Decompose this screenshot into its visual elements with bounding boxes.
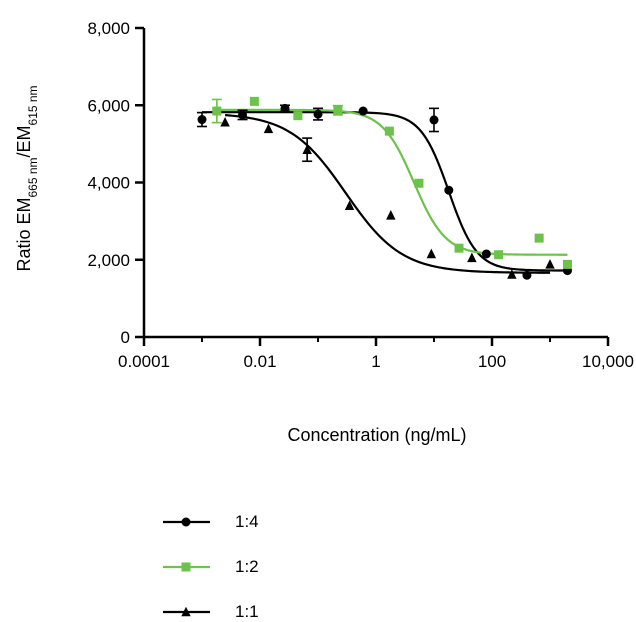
data-point-1-4 — [238, 110, 248, 120]
data-point-1-1 — [344, 200, 355, 210]
fit-curve-1-2 — [216, 108, 568, 256]
data-point-1-2 — [534, 233, 544, 243]
data-point-1-4 — [522, 270, 532, 280]
y-axis-title-sub2: 615 nm — [26, 85, 40, 125]
legend-marker-1-4 — [181, 517, 191, 527]
legend: 1:4 1:2 1:1 — [163, 512, 259, 621]
x-tick-label: 10,000 — [582, 352, 634, 371]
data-point-1-2 — [414, 178, 424, 188]
data-point-1-2 — [333, 105, 343, 115]
legend-label-1-4: 1:4 — [235, 512, 259, 531]
x-axis-title: Concentration (ng/mL) — [287, 425, 466, 445]
legend-label-1-1: 1:1 — [235, 602, 259, 621]
y-axis-title-prefix: Ratio EM — [14, 198, 34, 272]
x-axis-ticks: 0.0001 0.01 1 100 10,000 — [118, 337, 634, 371]
fit-curve-1-1 — [224, 114, 550, 274]
data-point-1-2 — [293, 111, 303, 121]
data-point-1-1 — [467, 252, 477, 263]
fit-curves — [202, 108, 568, 274]
data-point-1-2 — [249, 96, 259, 106]
axes — [142, 28, 608, 339]
data-point-1-4 — [358, 106, 368, 116]
x-tick-label: 0.0001 — [118, 352, 170, 371]
data-point-1-1 — [220, 116, 230, 127]
data-point-1-1 — [386, 210, 396, 220]
data-point-1-4 — [481, 249, 491, 259]
data-point-1-2 — [454, 243, 464, 253]
data-point-1-4 — [280, 103, 290, 113]
data-point-1-2 — [212, 106, 222, 116]
y-axis-title: Ratio EM665 nm/EM615 nm — [14, 85, 40, 271]
data-point-1-2 — [494, 250, 504, 260]
y-tick-label: 6,000 — [87, 96, 130, 115]
data-point-1-1 — [302, 144, 312, 154]
data-point-1-1 — [545, 259, 555, 269]
y-axis-ticks: 0 2,000 4,000 6,000 8,000 — [87, 19, 144, 347]
fit-curve-1-4 — [202, 111, 568, 272]
data-point-1-1 — [263, 123, 274, 134]
data-point-1-4 — [313, 109, 323, 119]
x-tick-label: 1 — [371, 352, 380, 371]
data-point-1-1 — [426, 248, 437, 259]
data-points — [197, 96, 572, 280]
data-point-1-1 — [507, 269, 517, 279]
x-tick-label: 0.01 — [243, 352, 276, 371]
y-tick-label: 2,000 — [87, 251, 130, 270]
data-point-1-4 — [429, 115, 439, 125]
y-tick-label: 4,000 — [87, 174, 130, 193]
y-tick-label: 8,000 — [87, 19, 130, 38]
y-axis-title-middle: /EM — [14, 125, 34, 157]
data-point-1-2 — [562, 259, 572, 269]
data-point-1-4 — [444, 185, 454, 195]
legend-label-1-2: 1:2 — [235, 557, 259, 576]
y-tick-label: 0 — [121, 328, 130, 347]
data-point-1-2 — [384, 126, 394, 136]
x-tick-label: 100 — [478, 352, 506, 371]
data-point-1-4 — [197, 115, 207, 125]
legend-marker-1-1 — [181, 606, 191, 617]
y-axis-title-sub1: 665 nm — [26, 157, 40, 197]
legend-marker-1-2 — [181, 562, 191, 572]
